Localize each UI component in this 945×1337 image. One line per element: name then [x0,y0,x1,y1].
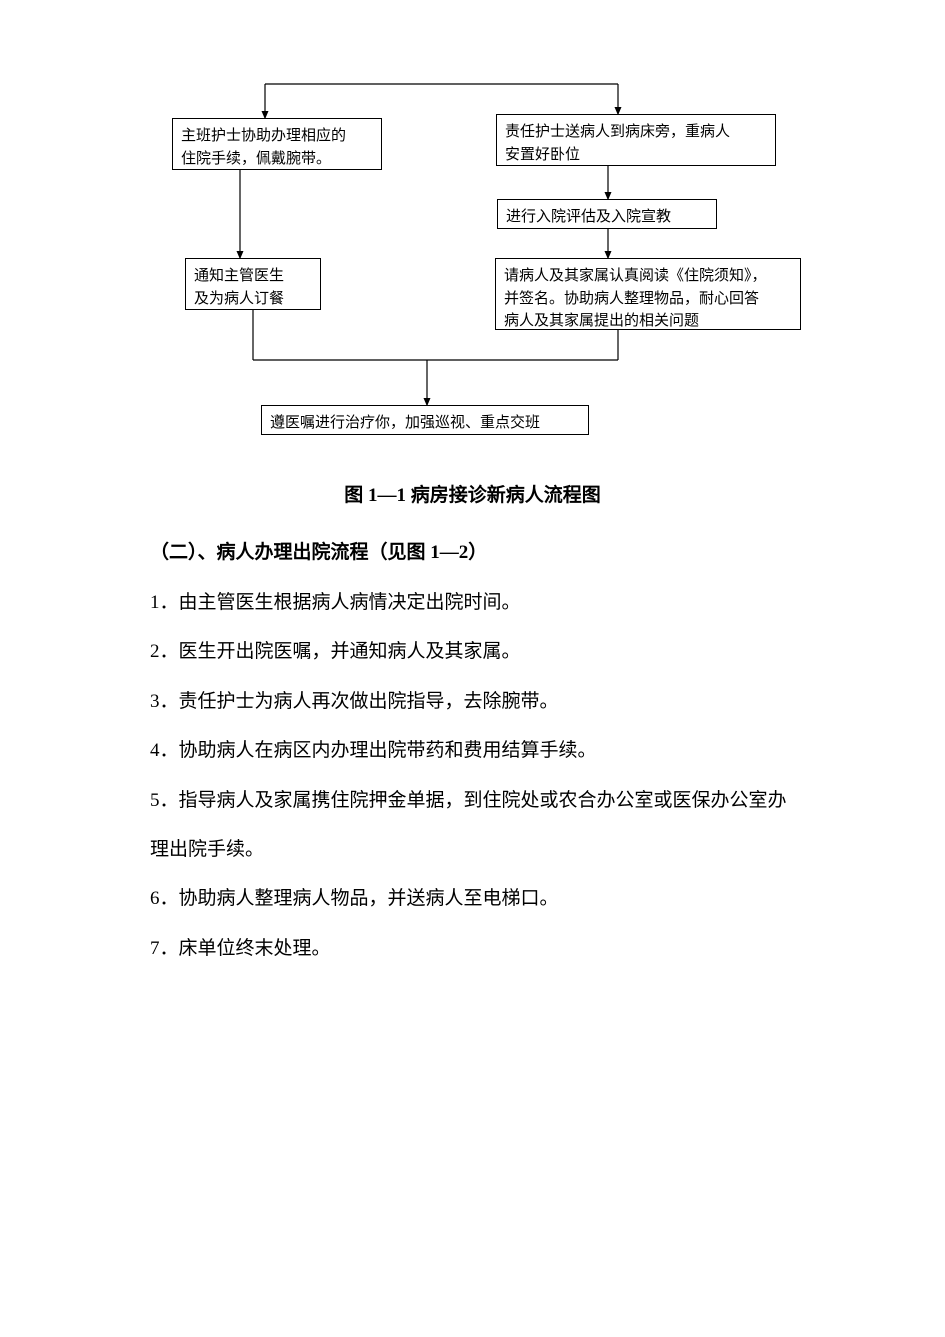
step-5: 5．指导病人及家属携住院押金单据，到住院处或农合办公室或医保办公室办理出院手续。 [150,776,795,875]
flow-node-a: 主班护士协助办理相应的住院手续，佩戴腕带。 [172,118,382,170]
flow-node-e: 请病人及其家属认真阅读《住院须知》，并签名。协助病人整理物品，耐心回答病人及其家… [495,258,801,330]
step-4: 4．协助病人在病区内办理出院带药和费用结算手续。 [150,726,795,775]
flow-node-b: 责任护士送病人到病床旁，重病人安置好卧位 [496,114,776,166]
figure-caption: 图 1—1 病房接诊新病人流程图 [0,480,945,507]
flowchart-region: 主班护士协助办理相应的住院手续，佩戴腕带。 责任护士送病人到病床旁，重病人安置好卧… [0,0,945,470]
flow-node-c: 通知主管医生及为病人订餐 [185,258,321,310]
step-1: 1．由主管医生根据病人病情决定出院时间。 [150,578,795,627]
step-7: 7．床单位终末处理。 [150,924,795,973]
step-6: 6．协助病人整理病人物品，并送病人至电梯口。 [150,874,795,923]
flow-node-d: 进行入院评估及入院宣教 [497,199,717,229]
body-text: 1．由主管医生根据病人病情决定出院时间。 2．医生开出院医嘱，并通知病人及其家属… [150,578,795,973]
step-2: 2．医生开出院医嘱，并通知病人及其家属。 [150,627,795,676]
section-heading: （二）、病人办理出院流程（见图 1—2） [150,537,945,564]
flowchart-arrows [0,0,945,470]
flow-node-f: 遵医嘱进行治疗你，加强巡视、重点交班 [261,405,589,435]
step-3: 3．责任护士为病人再次做出院指导，去除腕带。 [150,677,795,726]
